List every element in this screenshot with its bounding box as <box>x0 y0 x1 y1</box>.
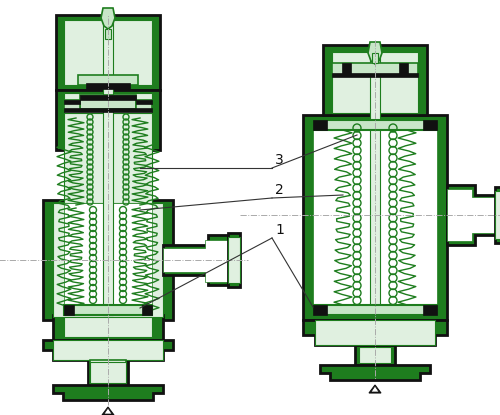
Bar <box>136 100 152 110</box>
Bar <box>64 93 152 147</box>
Bar <box>423 120 437 130</box>
Polygon shape <box>104 408 112 414</box>
Polygon shape <box>371 386 379 392</box>
Bar <box>315 320 435 345</box>
Bar <box>80 95 136 109</box>
Polygon shape <box>447 185 495 245</box>
Bar <box>86 83 130 89</box>
Polygon shape <box>495 187 500 243</box>
Bar <box>136 100 152 104</box>
Polygon shape <box>43 340 173 360</box>
Bar <box>103 20 113 315</box>
Bar <box>56 15 160 90</box>
Bar <box>64 100 80 110</box>
Polygon shape <box>303 115 447 320</box>
Bar <box>64 317 152 337</box>
Polygon shape <box>323 45 427 115</box>
Bar <box>78 75 138 85</box>
Bar <box>43 200 173 320</box>
Bar <box>332 73 418 77</box>
Polygon shape <box>163 235 228 285</box>
Bar <box>105 29 111 39</box>
Polygon shape <box>447 189 495 241</box>
Text: 1: 1 <box>275 223 284 237</box>
Polygon shape <box>101 8 115 29</box>
Bar <box>423 305 437 315</box>
Polygon shape <box>320 365 430 380</box>
Bar <box>53 340 163 360</box>
Text: 3: 3 <box>275 153 284 167</box>
Bar <box>64 20 152 85</box>
Bar <box>313 120 437 130</box>
Polygon shape <box>313 122 437 313</box>
Polygon shape <box>228 233 240 287</box>
Bar <box>64 108 152 112</box>
Bar <box>64 305 152 315</box>
Bar <box>88 360 128 385</box>
Bar <box>372 53 378 63</box>
Bar <box>370 52 380 315</box>
Bar <box>313 120 327 130</box>
Bar <box>64 100 80 104</box>
Bar <box>64 305 74 315</box>
Bar <box>342 63 351 75</box>
Bar <box>359 347 391 363</box>
Bar <box>80 95 136 100</box>
Bar <box>53 315 163 340</box>
Bar <box>90 360 126 385</box>
Bar <box>228 237 240 283</box>
Polygon shape <box>369 385 381 393</box>
Bar <box>313 120 437 313</box>
Bar <box>495 191 500 239</box>
Bar <box>53 203 163 317</box>
Bar <box>399 63 408 75</box>
Bar <box>64 203 152 311</box>
Bar <box>313 305 437 315</box>
Bar <box>355 345 395 365</box>
Bar <box>313 305 327 315</box>
Bar <box>332 63 418 75</box>
Bar <box>64 113 152 205</box>
Polygon shape <box>53 385 163 400</box>
Polygon shape <box>368 42 382 64</box>
Text: 2: 2 <box>275 183 284 197</box>
Bar <box>90 362 126 383</box>
Polygon shape <box>303 320 447 345</box>
Polygon shape <box>332 52 418 113</box>
Polygon shape <box>163 240 228 282</box>
Polygon shape <box>102 407 114 415</box>
Bar <box>56 90 160 150</box>
Bar <box>142 305 152 315</box>
